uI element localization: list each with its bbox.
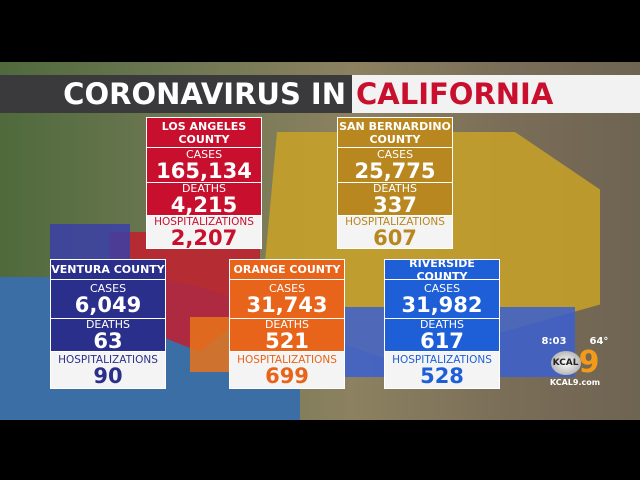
cases-value: 31,743 [246,293,328,317]
hospitalizations-label: HOSPITALIZATIONS [154,216,254,228]
hospitalizations-value: 607 [373,226,417,250]
county-name: ORANGE COUNTY [229,259,345,280]
deaths-value: 521 [265,329,309,353]
hospitalizations-section: HOSPITALIZATIONS 90 [50,352,166,389]
deaths-label: DEATHS [372,182,418,195]
hospitalizations-value: 699 [265,364,309,388]
cases-section: CASES 165,134 [146,148,262,183]
deaths-label: DEATHS [264,318,310,331]
hospitalizations-section: HOSPITALIZATIONS 528 [384,352,500,389]
title-state: CALIFORNIA [352,75,640,113]
deaths-value: 337 [373,193,417,217]
title-bar: CORONAVIRUS IN CALIFORNIA [0,75,640,113]
hospitalizations-value: 90 [93,364,123,388]
hospitalizations-label: HOSPITALIZATIONS [392,354,492,366]
hospitalizations-value: 2,207 [170,226,238,250]
county-name: LOS ANGELES COUNTY [146,117,262,148]
county-card-san-bernardino: SAN BERNARDINO COUNTY CASES 25,775 DEATH… [337,117,453,249]
county-card-ventura: VENTURA COUNTY CASES 6,049 DEATHS 63 HOS… [50,259,166,389]
cases-value: 165,134 [156,159,252,183]
deaths-value: 4,215 [170,193,238,217]
cases-label: CASES [89,282,127,295]
county-card-la: LOS ANGELES COUNTY CASES 165,134 DEATHS … [146,117,262,249]
station-logo: KCAL 9 [530,348,620,378]
deaths-label: DEATHS [419,318,465,331]
cases-section: CASES 6,049 [50,280,166,319]
hospitalizations-value: 528 [420,364,464,388]
deaths-section: DEATHS 617 [384,319,500,352]
hospitalizations-section: HOSPITALIZATIONS 607 [337,216,453,249]
hospitalizations-section: HOSPITALIZATIONS 699 [229,352,345,389]
hospitalizations-section: HOSPITALIZATIONS 2,207 [146,216,262,249]
county-name: SAN BERNARDINO COUNTY [337,117,453,148]
hospitalizations-label: HOSPITALIZATIONS [237,354,337,366]
temperature: 64° [589,336,609,347]
cases-label: CASES [423,282,461,295]
cases-value: 31,982 [401,293,483,317]
deaths-label: DEATHS [85,318,131,331]
station-url: KCAL9.com [549,378,601,387]
time: 8:03 [541,336,567,347]
county-card-riverside: RIVERSIDE COUNTY CASES 31,982 DEATHS 617… [384,257,500,389]
deaths-section: DEATHS 4,215 [146,183,262,216]
county-name: RIVERSIDE COUNTY [384,257,500,283]
cases-section: CASES 31,982 [384,280,500,319]
cases-value: 25,775 [354,159,436,183]
cases-value: 6,049 [74,293,142,317]
deaths-section: DEATHS 521 [229,319,345,352]
county-name: VENTURA COUNTY [50,259,166,280]
title-prefix: CORONAVIRUS IN [0,75,352,113]
deaths-label: DEATHS [181,182,227,195]
station-bug: 8:03 64° KCAL 9 KCAL9.com [530,336,620,387]
cases-label: CASES [376,148,414,161]
deaths-value: 63 [93,329,123,353]
deaths-section: DEATHS 63 [50,319,166,352]
deaths-section: DEATHS 337 [337,183,453,216]
hospitalizations-label: HOSPITALIZATIONS [58,354,158,366]
cases-label: CASES [185,148,223,161]
deaths-value: 617 [420,329,464,353]
county-card-orange: ORANGE COUNTY CASES 31,743 DEATHS 521 HO… [229,259,345,389]
cases-section: CASES 25,775 [337,148,453,183]
cases-label: CASES [268,282,306,295]
hospitalizations-label: HOSPITALIZATIONS [345,216,445,228]
cases-section: CASES 31,743 [229,280,345,319]
